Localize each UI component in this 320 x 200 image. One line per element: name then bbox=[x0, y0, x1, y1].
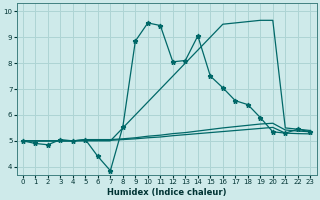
X-axis label: Humidex (Indice chaleur): Humidex (Indice chaleur) bbox=[107, 188, 226, 197]
